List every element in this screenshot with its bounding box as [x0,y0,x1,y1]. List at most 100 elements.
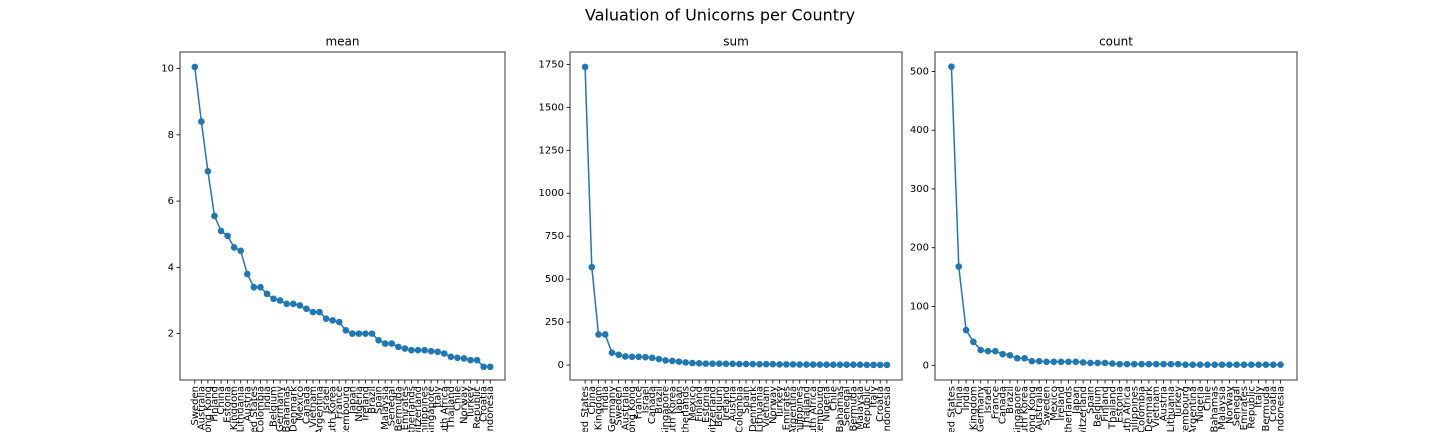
point [668,357,676,365]
point [783,361,790,368]
x-tick-label: France [334,386,345,419]
point [1262,361,1270,369]
x-tick-label: Bahamas [282,386,293,432]
x-tick-label: Vietnam [308,386,319,428]
point [1130,360,1138,368]
x-tick-label: Canada [301,386,312,424]
point [1240,361,1248,369]
point [796,361,804,368]
point [608,349,616,356]
x-tick-label: Chile [452,386,463,411]
x-tick-label: Senegal [842,386,853,426]
x-tick-label: Indonesia [882,386,893,432]
x-tick-label: Chile [828,386,839,411]
point [355,330,363,337]
x-tick-label: Canada [647,386,658,424]
point [809,361,817,368]
x-tick-label: Switzerland [708,386,719,432]
point [876,361,884,369]
x-tick-label: China [216,386,227,415]
x-tick-label: United Kingdom [229,386,240,432]
point [601,331,609,338]
x-tick-label: Czech Republic [1246,386,1257,432]
point [263,290,271,298]
point [1138,360,1145,368]
x-tick-label: Bermuda [1261,386,1272,432]
point [467,356,474,364]
y-tick-label: 100 [910,302,929,313]
point [191,63,199,71]
x-tick-label: Croatia [875,386,886,422]
point [1021,354,1028,362]
x-tick-label: Lithuania [1166,386,1177,432]
x-tick-label: Colombia [734,386,745,432]
point [224,232,231,240]
x-tick-label: Malaysia [1217,386,1228,430]
point [237,247,245,255]
point [856,361,864,369]
x-tick-label: Turkey [466,386,477,420]
point [303,305,310,313]
x-tick-label: Denmark [288,386,299,432]
point [816,361,824,368]
x-tick-label: South Africa [808,386,819,432]
x-tick-label: Croatia [479,386,490,422]
point [722,360,730,368]
x-tick-label: Australia [196,386,207,430]
x-tick-label: United Kingdom [968,386,979,432]
point [480,363,487,371]
point [401,345,409,352]
x-tick-label: Austria [1159,386,1170,421]
point [1123,360,1131,368]
point [756,360,763,368]
x-tick-label: Singapore [1012,386,1023,432]
x-tick-label: Bahamas [835,386,846,432]
x-tick-label: Brazil [1005,386,1016,414]
x-tick-label: Switzerland [1078,386,1089,432]
x-tick-label: Denmark [748,386,759,432]
x-tick-label: Czech Republic [862,386,873,432]
x-tick-label: Finland [1100,386,1111,422]
x-tick-label: Japan [347,386,358,415]
point [283,300,290,308]
point [682,359,689,366]
point [454,354,461,362]
x-tick-label: Argentina [315,386,326,432]
point [217,227,225,235]
point [460,355,468,362]
x-tick-label: Argentina [1188,386,1199,432]
x-tick-label: Bermuda [848,386,859,432]
point [962,326,970,334]
point [1189,361,1197,369]
point [381,340,389,347]
x-tick-label: Hong Kong [1027,386,1038,432]
y-tick-label: 2 [168,329,174,340]
x-tick-label: Austria [728,386,739,421]
y-tick-label: 0 [558,360,564,371]
point [588,263,596,271]
x-tick-label: Israel [640,386,651,413]
x-tick-label: South Korea [328,386,339,432]
point [729,360,736,368]
y-tick-label: 500 [910,66,929,77]
x-tick-label: Ireland [721,386,732,421]
x-tick-label: Ireland [1056,386,1067,421]
x-tick-label: Italy [868,386,879,408]
point [329,317,336,324]
x-tick-label: Lithuania [236,386,247,432]
point [977,346,985,354]
x-tick-label: United Arab Emirates [781,386,792,432]
point [789,361,797,368]
point [204,167,212,175]
point [447,353,455,361]
point [1255,361,1262,369]
point [388,340,396,347]
point [1145,360,1153,368]
point [473,356,481,364]
point [1079,359,1087,366]
axes-title: count [1099,35,1133,49]
point [749,360,757,368]
y-tick-label: 1250 [539,145,564,156]
point [395,343,402,351]
point [742,360,750,368]
